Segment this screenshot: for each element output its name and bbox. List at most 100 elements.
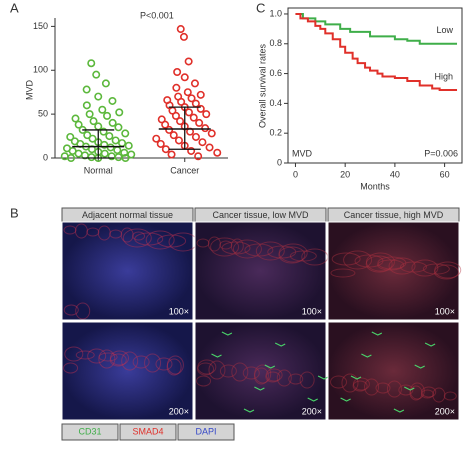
data-point xyxy=(111,136,120,145)
data-point xyxy=(202,110,211,119)
tissue-texture xyxy=(254,364,272,384)
tissue-texture xyxy=(219,240,233,250)
data-point xyxy=(207,129,216,138)
vessel-stain xyxy=(340,397,351,402)
tissue-texture xyxy=(352,380,368,392)
data-point xyxy=(161,120,170,129)
y-tick-label: 0.8 xyxy=(269,38,282,48)
tissue-texture xyxy=(434,261,462,279)
tissue-texture xyxy=(388,257,416,275)
tissue-texture xyxy=(64,346,84,362)
tissue-texture xyxy=(75,350,95,360)
data-point xyxy=(165,125,174,134)
data-point xyxy=(174,136,183,145)
tissue-texture xyxy=(365,255,393,273)
data-point xyxy=(82,101,91,110)
data-point xyxy=(74,120,83,129)
data-point xyxy=(105,132,114,141)
vessel-stain xyxy=(424,342,436,347)
tissue-texture xyxy=(433,264,459,280)
tissue-texture xyxy=(230,238,244,254)
legend-entry: DAPI xyxy=(195,426,216,436)
tissue-texture xyxy=(196,238,210,248)
tissue-texture xyxy=(386,380,402,398)
legend-label: Low xyxy=(437,25,454,35)
tissue-texture xyxy=(197,362,215,376)
tissue-texture xyxy=(157,234,187,248)
tissue-texture xyxy=(145,230,175,250)
data-point xyxy=(187,146,196,155)
data-point xyxy=(127,150,136,159)
y-tick-label: 1.0 xyxy=(269,8,282,18)
data-point xyxy=(173,68,182,77)
tissue-texture xyxy=(98,352,118,362)
tissue-texture xyxy=(420,389,434,399)
p-value: P<0.001 xyxy=(140,10,174,20)
tissue-texture xyxy=(207,236,221,252)
tissue-texture xyxy=(166,358,182,376)
tissue-texture xyxy=(231,362,249,382)
y-axis-label: Overall survival rates xyxy=(257,43,267,128)
data-point xyxy=(195,118,204,127)
vessel-stain xyxy=(414,364,425,369)
micrograph xyxy=(61,221,194,321)
vessel-stain xyxy=(317,375,329,380)
data-point xyxy=(205,143,214,152)
annotation: MVD xyxy=(292,148,313,158)
annotation: P=0.006 xyxy=(424,148,458,158)
data-point xyxy=(121,129,130,138)
data-point xyxy=(120,148,129,157)
data-point xyxy=(124,141,133,150)
vessel-stain xyxy=(274,342,286,347)
data-point xyxy=(183,88,192,97)
tissue-texture xyxy=(120,227,134,243)
tissue-texture xyxy=(343,250,373,270)
vessel-stain xyxy=(404,386,415,391)
magnification: 200× xyxy=(169,406,189,416)
data-point xyxy=(108,96,117,105)
survival-curve xyxy=(295,12,458,45)
panel-label: B xyxy=(10,205,19,220)
data-point xyxy=(94,92,103,101)
tissue-texture xyxy=(232,239,262,259)
tissue-texture xyxy=(121,351,139,371)
data-point xyxy=(88,134,97,143)
legend-box xyxy=(119,423,177,441)
y-tick-label: 0.4 xyxy=(269,98,282,108)
column-header: Adjacent normal tissue xyxy=(82,210,173,220)
data-point xyxy=(85,110,94,119)
data-point xyxy=(171,111,180,120)
micrograph xyxy=(194,321,327,421)
tissue-texture xyxy=(197,359,217,375)
data-point xyxy=(189,113,198,122)
x-tick-label: 0 xyxy=(293,169,298,179)
data-point xyxy=(67,154,76,163)
tissue-texture xyxy=(208,360,226,380)
tissue-texture xyxy=(109,229,123,239)
tissue-texture xyxy=(422,263,450,275)
x-tick-label: 20 xyxy=(340,169,350,179)
legend-box xyxy=(177,423,235,441)
data-point xyxy=(196,90,205,99)
tissue-texture xyxy=(409,385,423,401)
magnification: 200× xyxy=(435,406,455,416)
vessel-stain xyxy=(221,331,233,336)
data-point xyxy=(177,97,186,106)
tissue-texture xyxy=(155,357,173,371)
data-point xyxy=(152,134,161,143)
tissue-texture xyxy=(289,250,317,262)
data-point xyxy=(82,85,91,94)
tissue-texture xyxy=(109,353,127,367)
tissue-texture xyxy=(399,261,427,273)
x-tick-label: 60 xyxy=(440,169,450,179)
data-point xyxy=(167,150,176,159)
tissue-texture xyxy=(87,348,107,364)
vessel-stain xyxy=(211,353,222,358)
plot-frame xyxy=(287,7,463,164)
tissue-texture xyxy=(432,387,446,403)
data-point xyxy=(198,138,207,147)
data-point xyxy=(194,152,203,161)
data-point xyxy=(100,140,109,149)
data-point xyxy=(114,123,123,132)
tissue-texture xyxy=(132,231,146,241)
